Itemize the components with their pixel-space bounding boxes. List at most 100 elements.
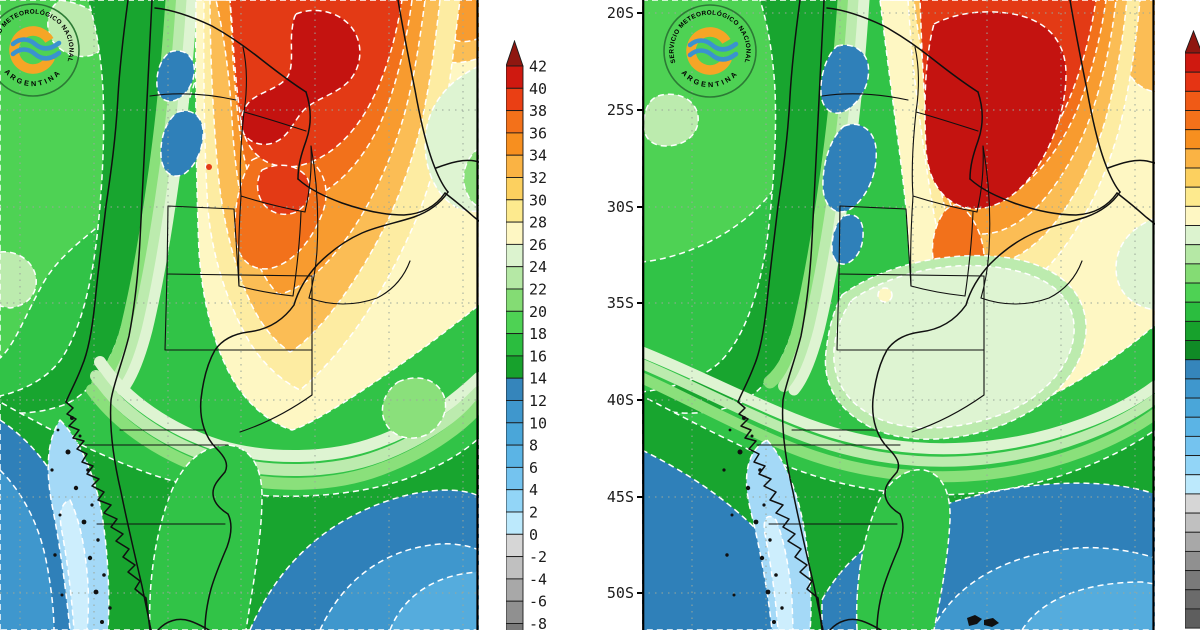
coast-island-speck (780, 606, 784, 610)
coast-island-speck (750, 434, 754, 438)
country-border (781, 0, 825, 630)
colorbar-cell (505, 533, 524, 558)
colorbar-label: -2 (529, 548, 547, 566)
country-border (166, 273, 313, 277)
smn-logo-waves-icon (687, 38, 739, 52)
coast-island-speck (96, 538, 100, 542)
coast-island-speck (65, 449, 71, 455)
colorbar-label: 12 (529, 392, 547, 410)
country-border (871, 191, 1121, 630)
coast-island-speck (768, 538, 772, 542)
colorbar-cell (505, 154, 524, 178)
colorbar-cell (505, 288, 524, 312)
temperature-bands-right (642, 0, 1155, 630)
country-border (976, 145, 984, 213)
colorbar-label: 38 (529, 102, 547, 120)
coast-island-speck (78, 434, 82, 438)
country-border (964, 211, 974, 297)
country-border (980, 260, 1083, 305)
colorbar-label: 16 (529, 347, 547, 365)
coast-island-speck (90, 503, 94, 507)
colorbar-label: 0 (529, 526, 538, 544)
coast-island-speck (774, 573, 778, 577)
latitude-tick (637, 496, 644, 498)
latitude-label: 20S (606, 4, 634, 22)
colorbar-cell (1184, 263, 1200, 284)
coast-island-speck (725, 553, 729, 557)
colorbar-cell (505, 444, 524, 468)
colorbar-label: 42 (529, 58, 547, 76)
coast-island-speck (108, 606, 112, 610)
colorbar-cell (505, 466, 524, 491)
colorbar-label: 28 (529, 214, 547, 232)
colorbar-cell (505, 600, 524, 624)
colorbar-cell (505, 578, 524, 602)
coast-island-speck (730, 513, 734, 517)
country-border (969, 178, 1118, 216)
coast-island-speck (722, 468, 726, 472)
colorbar-cell (505, 221, 524, 245)
colorbar-cell (505, 310, 524, 335)
country-border (304, 145, 312, 213)
coast-island-speck (732, 593, 736, 597)
country-border (821, 93, 909, 101)
colorbar-cell (1184, 167, 1200, 188)
malvinas-islands (967, 615, 999, 627)
country-border (1107, 159, 1155, 169)
country-border (826, 7, 979, 93)
country-border (980, 145, 991, 299)
colorbar-label: 40 (529, 80, 547, 98)
country-border (969, 91, 983, 180)
colorbar-cell (505, 199, 524, 223)
colorbar-label: 20 (529, 303, 547, 321)
colorbar-cell (1184, 589, 1200, 610)
coast-island-speck (759, 555, 765, 561)
colorbar-cell (1184, 474, 1200, 495)
latitude-tick (637, 592, 644, 594)
colorbar-cell (1184, 301, 1200, 322)
colorbar-label: -6 (529, 593, 547, 611)
country-border (910, 285, 966, 297)
country-border (292, 211, 302, 297)
colorbar-cell (505, 511, 524, 535)
latitude-tick (637, 206, 644, 208)
country-borders-left (50, 0, 479, 630)
coast-island-speck (772, 620, 776, 624)
colorbar-arrow-icon (505, 39, 524, 67)
colorbar-label: 10 (529, 414, 547, 432)
coast-island-speck (86, 468, 90, 472)
country-border (912, 195, 978, 213)
colorbar-cell (1184, 570, 1200, 591)
colorbar-cell (1184, 455, 1200, 476)
country-border (233, 208, 240, 287)
coast-island-speck (762, 503, 766, 507)
colorbar-label: -8 (529, 615, 547, 630)
colorbar-cell (505, 333, 524, 357)
country-border (737, 401, 823, 630)
colorbar-cell (1184, 129, 1200, 150)
colorbar-cell (505, 489, 524, 513)
country-border (164, 273, 313, 351)
latitude-tick (637, 12, 644, 14)
colorbar-cell (505, 422, 524, 446)
colorbar-label: 36 (529, 124, 547, 142)
colorbar-cell (1184, 205, 1200, 226)
country-border (905, 208, 912, 287)
coast-island-speck (728, 428, 732, 432)
latitude-tick (637, 109, 644, 111)
country-border (297, 91, 311, 180)
colorbar-cell (1184, 608, 1200, 629)
country-border (157, 618, 210, 630)
latitude-label: 25S (606, 101, 634, 119)
coast-island-speck (102, 573, 106, 577)
country-border (911, 111, 917, 197)
colorbar-cell (1184, 282, 1200, 303)
country-border (243, 111, 307, 132)
colorbar-label: 8 (529, 437, 538, 455)
colorbar-cell (1184, 397, 1200, 418)
coast-island-speck (753, 519, 759, 525)
temperature-colorbar-left: 42 40 38 36 34 32 30 28 26 24 22 20 18 16 14 12 10 8 6 4 2 0-… (505, 39, 564, 630)
latitude-tick (637, 399, 644, 401)
country-border (65, 0, 129, 403)
